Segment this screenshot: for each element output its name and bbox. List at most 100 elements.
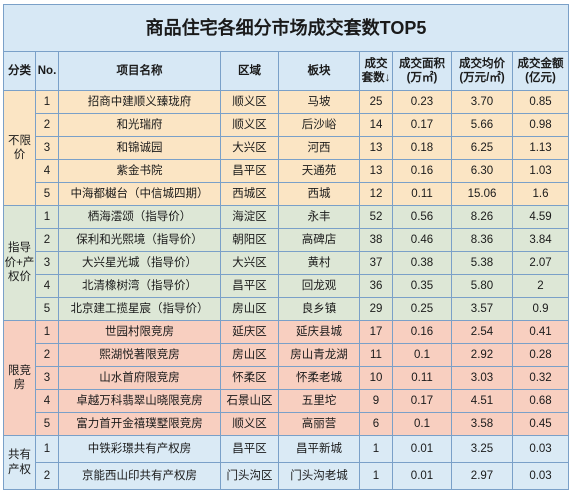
- top5-table: 商品住宅各细分市场成交套数TOP5 分类 No. 项目名称 区域 板块 成交套数…: [2, 4, 570, 490]
- row-no-cell: 3: [35, 136, 59, 160]
- table-row: 4 紫金书院 昌平区 天通苑 13 0.16 6.30 1.03: [4, 159, 570, 183]
- table-row: 5 中海都樾台（中信城四期） 西城区 西城 12 0.11 15.06 1.6: [4, 182, 570, 206]
- avg-price-cell: 6.25: [451, 136, 513, 160]
- avg-price-cell: 3.25: [451, 435, 513, 463]
- table-row: 限竞房 1 世园村限竞房 延庆区 延庆县城 17 0.16 2.54 0.41: [3, 320, 570, 436]
- block-cell: 门头沟老城: [278, 462, 360, 490]
- table-row: 3 和锦诚园 大兴区 河西 13 0.18 6.25 1.13: [4, 136, 570, 160]
- amount-cell: 3.84: [511, 228, 570, 252]
- project-name-cell: 北清橡树湾（指导价）: [58, 274, 221, 298]
- district-cell: 顺义区: [220, 412, 279, 436]
- row-no-cell: 1: [35, 435, 59, 463]
- district-cell: 昌平区: [220, 274, 279, 298]
- project-name-cell: 富力首开金禧璞墅限竞房: [58, 412, 221, 436]
- row-no-cell: 4: [35, 159, 59, 183]
- block-cell: 天通苑: [278, 159, 360, 183]
- project-name-cell: 中海都樾台（中信城四期）: [58, 182, 221, 206]
- district-cell: 朝阳区: [220, 228, 279, 252]
- category-cell: 指导价+产权价: [3, 205, 36, 321]
- amount-cell: 0.28: [511, 343, 570, 367]
- amount-cell: 0.68: [511, 389, 570, 413]
- area-sold-cell: 0.23: [392, 90, 452, 114]
- units-sold-cell: 1: [359, 462, 393, 490]
- avg-price-cell: 6.30: [451, 159, 513, 183]
- row-no-cell: 2: [35, 343, 59, 367]
- area-sold-cell: 0.46: [392, 228, 452, 252]
- header-category: 分类: [3, 51, 36, 91]
- district-cell: 大兴区: [220, 136, 279, 160]
- header-amount: 成交金额(亿元): [511, 51, 570, 91]
- block-cell: 回龙观: [278, 274, 360, 298]
- district-cell: 昌平区: [220, 435, 279, 463]
- row-no-cell: 1: [35, 90, 59, 114]
- project-name-cell: 中铁彩璟共有产权房: [58, 435, 221, 463]
- row-no-cell: 3: [35, 366, 59, 390]
- avg-price-cell: 3.58: [451, 412, 513, 436]
- avg-price-cell: 3.03: [451, 366, 513, 390]
- table-row: 2 和光瑞府 顺义区 后沙峪 14 0.17 5.66 0.98: [4, 113, 570, 137]
- units-sold-cell: 29: [359, 297, 393, 321]
- avg-price-cell: 2.92: [451, 343, 513, 367]
- units-sold-cell: 14: [359, 113, 393, 137]
- row-no-cell: 4: [35, 389, 59, 413]
- avg-price-cell: 3.70: [451, 90, 513, 114]
- table-row: 不限价 1 招商中建顺义臻珑府 顺义区 马坡 25 0.23 3.70 0.85: [3, 90, 570, 206]
- amount-cell: 0.45: [511, 412, 570, 436]
- header-project: 项目名称: [58, 51, 221, 91]
- block-cell: 怀柔老城: [278, 366, 360, 390]
- project-name-cell: 京能西山印共有产权房: [58, 462, 221, 490]
- header-no: No.: [35, 51, 59, 91]
- row-no-cell: 5: [35, 297, 59, 321]
- amount-cell: 4.59: [511, 205, 570, 229]
- district-cell: 大兴区: [220, 251, 279, 275]
- row-no-cell: 2: [35, 113, 59, 137]
- table-title: 商品住宅各细分市场成交套数TOP5: [2, 4, 570, 52]
- area-sold-cell: 0.1: [392, 343, 452, 367]
- avg-price-cell: 4.51: [451, 389, 513, 413]
- project-name-cell: 山水首府限竞房: [58, 366, 221, 390]
- table-row: 5 富力首开金禧璞墅限竞房 顺义区 高丽营 6 0.1 3.58 0.45: [4, 412, 570, 436]
- row-no-cell: 2: [35, 228, 59, 252]
- block-cell: 良乡镇: [278, 297, 360, 321]
- area-sold-cell: 0.17: [392, 389, 452, 413]
- block-cell: 马坡: [278, 90, 360, 114]
- area-sold-cell: 0.1: [392, 412, 452, 436]
- units-sold-cell: 37: [359, 251, 393, 275]
- row-no-cell: 3: [35, 251, 59, 275]
- block-cell: 五里坨: [278, 389, 360, 413]
- district-cell: 顺义区: [220, 113, 279, 137]
- table-row: 2 保利和光熙境（指导价） 朝阳区 高碑店 38 0.46 8.36 3.84: [4, 228, 570, 252]
- row-no-cell: 2: [35, 462, 59, 490]
- block-cell: 永丰: [278, 205, 360, 229]
- avg-price-cell: 2.97: [451, 462, 513, 490]
- units-sold-cell: 11: [359, 343, 393, 367]
- table-row: 5 北京建工揽星宸（指导价） 房山区 良乡镇 29 0.25 3.57 0.9: [4, 297, 570, 321]
- amount-cell: 1.6: [511, 182, 570, 206]
- project-name-cell: 大兴星光城（指导价）: [58, 251, 221, 275]
- district-cell: 房山区: [220, 343, 279, 367]
- table-row: 共有产权 1 中铁彩璟共有产权房 昌平区 昌平新城 1 0.01 3.25 0.03: [3, 435, 570, 490]
- district-cell: 昌平区: [220, 159, 279, 183]
- project-name-cell: 招商中建顺义臻珑府: [58, 90, 221, 114]
- avg-price-cell: 5.38: [451, 251, 513, 275]
- district-cell: 西城区: [220, 182, 279, 206]
- table-row: 3 山水首府限竞房 怀柔区 怀柔老城 10 0.11 3.03 0.32: [4, 366, 570, 390]
- project-name-cell: 和光瑞府: [58, 113, 221, 137]
- block-cell: 黄村: [278, 251, 360, 275]
- units-sold-cell: 6: [359, 412, 393, 436]
- units-sold-cell: 12: [359, 182, 393, 206]
- avg-price-cell: 5.66: [451, 113, 513, 137]
- avg-price-cell: 8.26: [451, 205, 513, 229]
- units-sold-cell: 17: [359, 320, 393, 344]
- units-sold-cell: 13: [359, 136, 393, 160]
- row-no-cell: 1: [35, 320, 59, 344]
- block-cell: 延庆县城: [278, 320, 360, 344]
- project-name-cell: 保利和光熙境（指导价）: [58, 228, 221, 252]
- units-sold-cell: 36: [359, 274, 393, 298]
- area-sold-cell: 0.11: [392, 182, 452, 206]
- block-cell: 昌平新城: [278, 435, 360, 463]
- block-cell: 河西: [278, 136, 360, 160]
- units-sold-cell: 1: [359, 435, 393, 463]
- header-block: 板块: [278, 51, 360, 91]
- avg-price-cell: 8.36: [451, 228, 513, 252]
